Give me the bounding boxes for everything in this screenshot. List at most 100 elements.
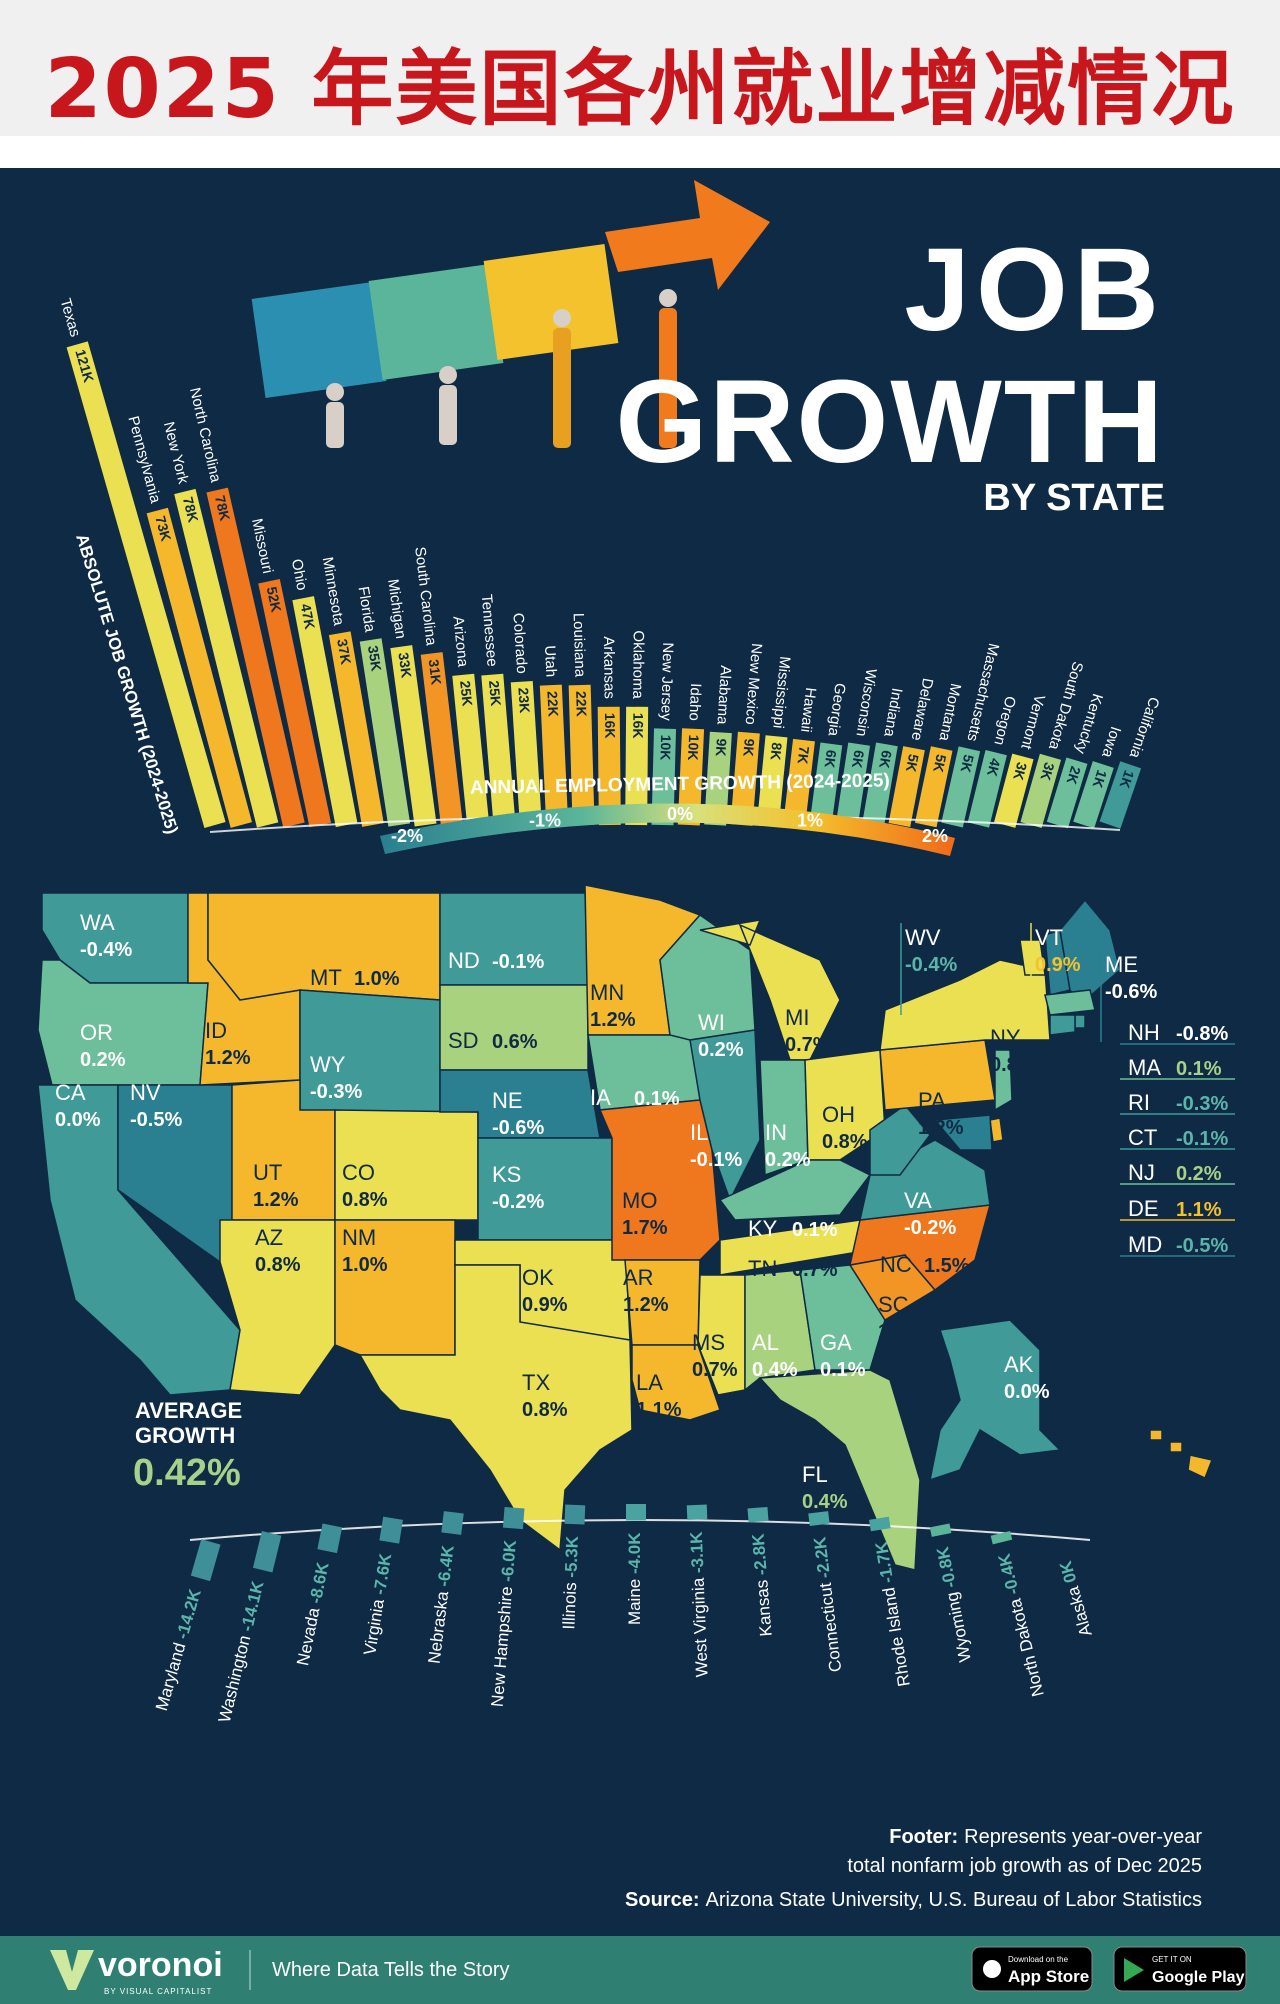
map-state-value: 1.2% — [205, 1047, 251, 1069]
source-line: Source: Arizona State University, U.S. Bu… — [625, 1889, 1202, 1911]
fan-bar-value: 73K — [152, 514, 174, 543]
header-illustration — [251, 180, 770, 448]
map-state-value: -0.2% — [904, 1217, 956, 1239]
fan-bar-state: Oklahoma — [629, 630, 647, 699]
map-state-value: 0.6% — [492, 1031, 538, 1053]
map-state-abbr: OK — [522, 1265, 554, 1290]
map-state-value: -0.5% — [130, 1109, 182, 1131]
blue-square — [251, 281, 387, 399]
fan-bar — [568, 684, 595, 826]
map-state-value: 0.4% — [752, 1359, 798, 1381]
google-play-button[interactable]: GET IT ON Google Play — [1113, 1946, 1247, 1992]
fan-bar-value: 16K — [602, 713, 618, 739]
fan-bar-state: Louisiana — [570, 613, 589, 678]
loss-bar-group: West Virginia -3.1K — [686, 1504, 712, 1678]
fan-bar-state: Delaware — [908, 677, 937, 742]
map-state-abbr: AZ — [255, 1225, 283, 1250]
loss-bar-label: Virginia -7.6K — [361, 1551, 396, 1656]
loss-bar-value: -14.1K — [238, 1579, 269, 1634]
fan-bar — [625, 706, 649, 826]
loss-bar-group: Connecticut -2.2K — [808, 1511, 846, 1673]
fan-bar-value: 5K — [903, 753, 922, 774]
fan-bar-state: Missouri — [248, 517, 276, 575]
fan-bar-value: 2K — [1064, 764, 1085, 786]
map-state-abbr: GA — [820, 1330, 852, 1355]
map-state-abbr: OH — [822, 1102, 855, 1127]
state-ri — [1074, 1014, 1086, 1029]
state-ks — [477, 1137, 613, 1241]
map-state-abbr: KS — [492, 1162, 521, 1187]
loss-bar-label: Nevada -8.6K — [294, 1560, 334, 1667]
loss-bar-state: North Dakota — [1005, 1592, 1048, 1698]
loss-bar-label: Illinois -5.3K — [560, 1535, 583, 1630]
state-ms — [697, 1274, 746, 1396]
map-state-value: -0.2% — [492, 1191, 544, 1213]
map-state-value: 1.0% — [1110, 1379, 1156, 1401]
map-state-abbr: MD — [1128, 1232, 1162, 1257]
map-state-value: 1.5% — [924, 1255, 970, 1277]
map-state-value: 0.8% — [342, 1189, 388, 1211]
state-me — [1059, 898, 1121, 1007]
map-state-value: -0.5% — [1176, 1235, 1228, 1257]
map-state-abbr: WA — [80, 910, 115, 935]
fan-bar-group: 5K Delaware — [888, 677, 937, 828]
map-state-value: 0.8% — [990, 1054, 1036, 1076]
app-store-button[interactable]: Download on the App Store — [971, 1946, 1093, 1992]
loss-bar-label: Maryland -14.2K — [152, 1586, 205, 1713]
fan-bar-state: New Jersey — [657, 642, 676, 721]
brand-name: voronoi — [98, 1946, 223, 1984]
state-ga — [799, 1264, 886, 1371]
loss-bar-group: Nevada -8.6K — [294, 1523, 343, 1667]
map-state-abbr: NH — [1128, 1020, 1160, 1045]
loss-bar — [929, 1523, 952, 1537]
footnote-line2: total nonfarm job growth as of Dec 2025 — [847, 1855, 1202, 1877]
fan-bar — [651, 728, 677, 826]
fan-bar-value: 78K — [212, 494, 233, 523]
map-state-abbr: UT — [253, 1160, 282, 1185]
fan-bar-state: Mississippi — [769, 655, 793, 729]
fan-bar — [1099, 761, 1142, 829]
fan-bar-state: Montana — [935, 682, 964, 743]
fan-bar — [452, 673, 490, 827]
fan-bar-value: 16K — [630, 713, 646, 739]
map-state-value: 0.8% — [522, 1399, 568, 1421]
loss-bar — [502, 1506, 525, 1530]
map-state-abbr: CT — [1128, 1125, 1157, 1150]
apple-icon — [983, 1960, 1001, 1978]
fan-bar — [206, 487, 305, 828]
map-state-value: 1.3% — [878, 1321, 924, 1343]
loss-bar-value: -7.6K — [370, 1551, 395, 1596]
fan-bar — [862, 742, 898, 827]
map-state-abbr: ME — [1105, 952, 1138, 977]
fan-bar-value: 22K — [573, 691, 590, 717]
fan-bar — [914, 746, 953, 828]
map-state-abbr: NJ — [1128, 1160, 1155, 1185]
fan-bar — [292, 596, 358, 828]
map-state-abbr: IN — [765, 1120, 787, 1145]
state-ak — [929, 1319, 1062, 1482]
fan-bar — [420, 652, 463, 827]
fan-bar-state: Ohio — [288, 558, 311, 592]
map-state-value: 1.7% — [622, 1217, 668, 1239]
fan-bar-value: 31K — [426, 658, 445, 685]
loss-bar — [686, 1504, 708, 1520]
fan-bar — [481, 673, 516, 826]
us-map — [37, 884, 1214, 1571]
loss-bar-state: New Hampshire — [488, 1581, 517, 1708]
map-state-value: 0.7% — [785, 1034, 831, 1056]
loss-bar — [808, 1511, 830, 1527]
map-state-abbr: NC — [880, 1252, 912, 1277]
fan-bar-state: New York — [160, 420, 192, 486]
fan-bar — [1046, 757, 1088, 829]
map-state-value: 0.2% — [698, 1039, 744, 1061]
title-banner: 2025 年美国各州就业增减情况 — [0, 0, 1280, 137]
loss-bar-value: -6.4K — [434, 1544, 458, 1588]
loss-bar-state: Washington — [215, 1629, 256, 1725]
map-state-abbr: VA — [904, 1188, 932, 1213]
map-state-abbr: DE — [1128, 1196, 1159, 1221]
map-state-value: -0.1% — [1176, 1128, 1228, 1150]
loss-bar-label: Alaska 0K — [1056, 1558, 1096, 1638]
map-state-value: 0.1% — [792, 1219, 838, 1241]
fan-bar-group: 10K Idaho — [677, 683, 704, 826]
